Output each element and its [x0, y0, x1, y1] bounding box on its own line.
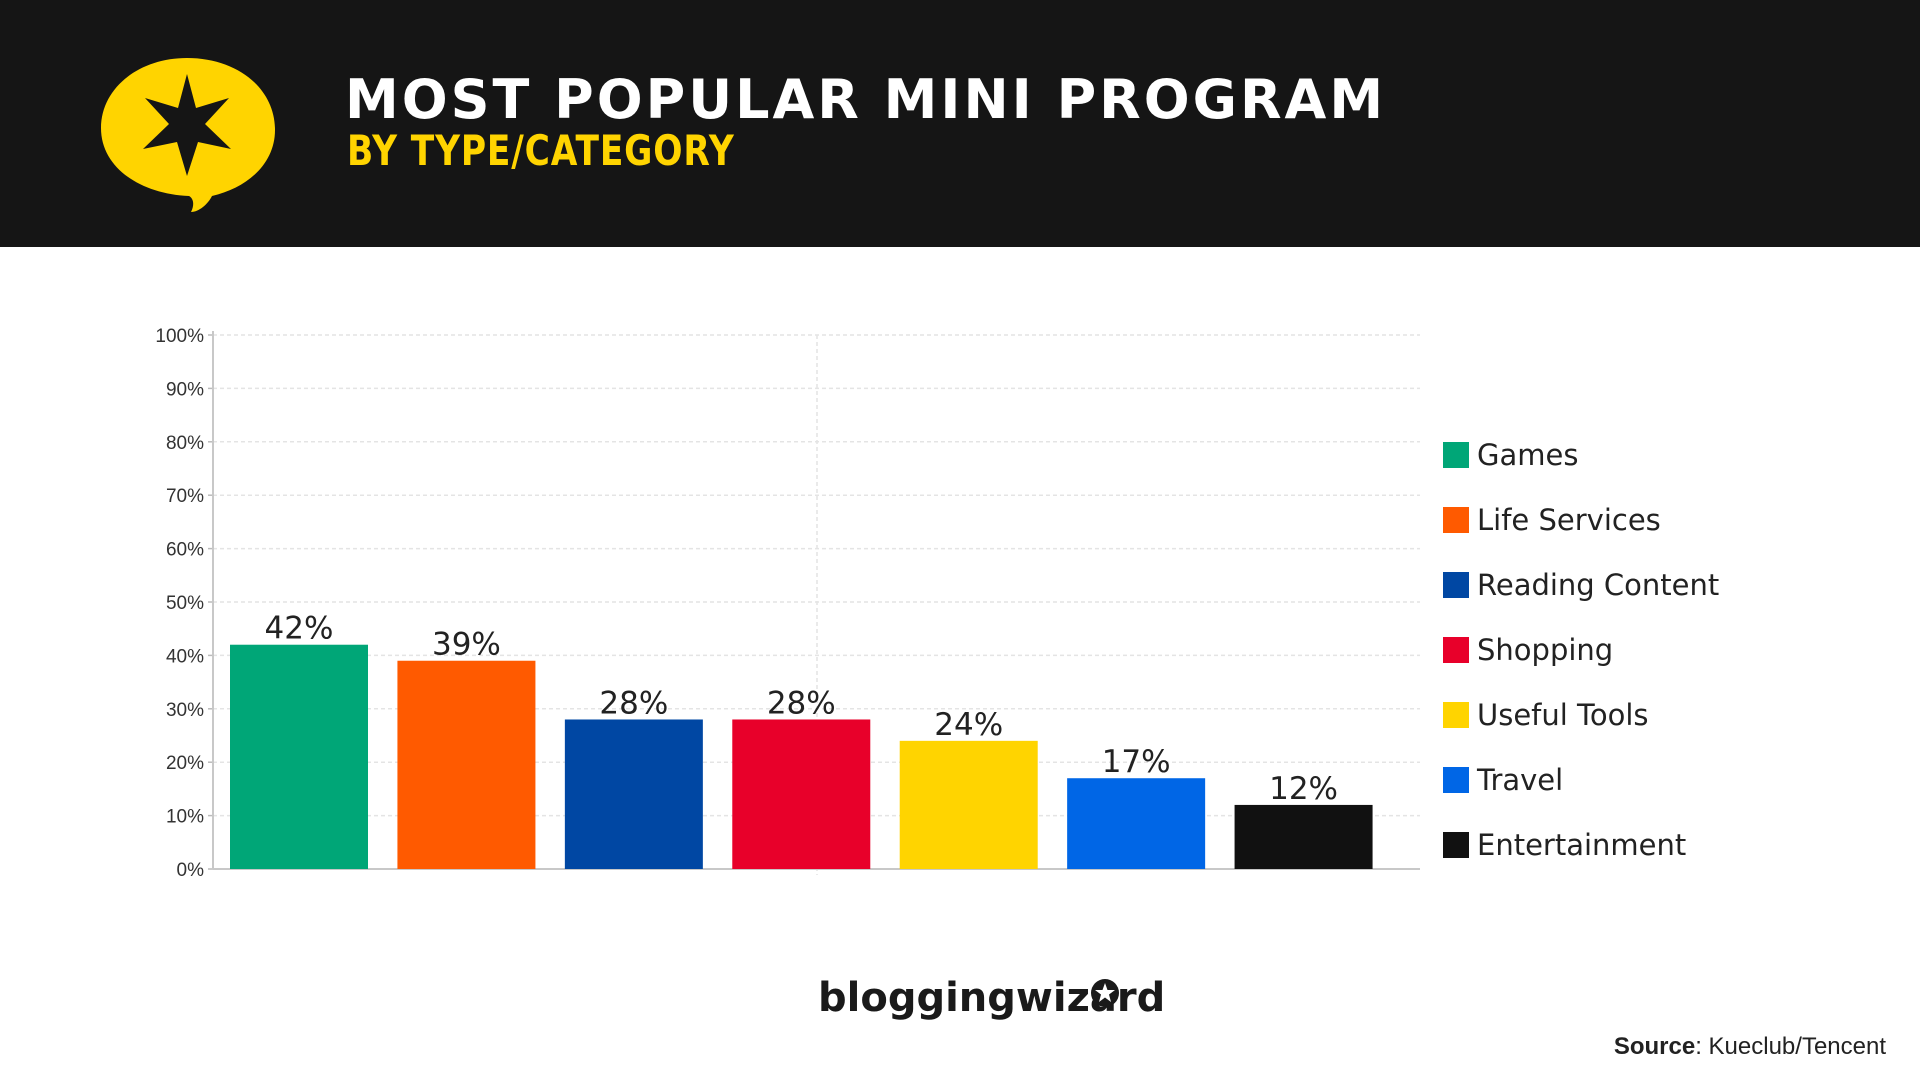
data-label: 24% — [934, 707, 1003, 743]
y-tick-label: 30% — [166, 700, 204, 721]
source-value: : Kueclub/Tencent — [1695, 1033, 1886, 1060]
source-note: Source: Kueclub/Tencent — [1614, 1033, 1886, 1061]
chart-legend: Games Life Services Reading Content Shoppin… — [1443, 422, 1719, 877]
legend-item: Shopping — [1443, 617, 1719, 682]
data-label: 17% — [1102, 744, 1171, 780]
legend-label: Shopping — [1477, 632, 1614, 667]
y-tick-label: 0% — [177, 860, 205, 881]
bar-life-services — [397, 660, 536, 869]
page-title: MOST POPULAR MINI PROGRAM — [345, 68, 1387, 131]
legend-label: Entertainment — [1477, 827, 1687, 862]
legend-item: Reading Content — [1443, 552, 1719, 617]
y-tick-label: 10% — [166, 807, 204, 828]
y-tick-label: 50% — [166, 593, 204, 614]
bar-games — [230, 644, 368, 869]
legend-swatch — [1443, 506, 1469, 533]
bar-useful-tools — [899, 740, 1038, 869]
data-label: 28% — [767, 685, 836, 721]
legend-swatch — [1443, 766, 1469, 793]
legend-label: Useful Tools — [1477, 697, 1649, 732]
y-tick-label: 100% — [155, 326, 204, 347]
data-label: 39% — [432, 627, 501, 663]
y-tick-label: 40% — [166, 646, 204, 667]
data-label: 42% — [265, 611, 334, 647]
bar-reading-content — [564, 719, 703, 869]
legend-swatch — [1443, 441, 1469, 468]
data-label: 12% — [1269, 771, 1338, 807]
y-tick-label: 90% — [166, 379, 204, 400]
y-tick-label: 20% — [166, 753, 204, 774]
source-label: Source — [1613, 1033, 1696, 1060]
legend-label: Life Services — [1477, 502, 1661, 537]
bar-entertainment — [1234, 804, 1373, 869]
header-banner: MOST POPULAR MINI PROGRAM BY TYPE/CATEGO… — [0, 0, 1920, 247]
legend-item: Useful Tools — [1443, 682, 1719, 747]
page-subtitle: BY TYPE/CATEGORY — [347, 126, 735, 175]
legend-swatch — [1443, 636, 1469, 663]
legend-swatch — [1443, 831, 1469, 858]
bar-travel — [1067, 778, 1206, 869]
legend-item: Travel — [1443, 747, 1719, 812]
legend-item: Games — [1443, 422, 1719, 487]
legend-label: Games — [1477, 437, 1579, 472]
brand-star-icon — [1091, 979, 1119, 1007]
legend-swatch — [1443, 571, 1469, 598]
legend-item: Entertainment — [1443, 812, 1719, 877]
data-label: 28% — [599, 685, 668, 721]
legend-swatch — [1443, 701, 1469, 728]
y-tick-label: 80% — [166, 433, 204, 454]
legend-label: Reading Content — [1477, 567, 1720, 602]
speech-bubble-star-icon — [101, 58, 275, 212]
bar-chart: 0% 10% 20% 30% 40% 50% 60% 70% 80% 90% 100% 42% 39% 2… — [155, 326, 1420, 881]
bar-shopping — [732, 719, 871, 869]
legend-label: Travel — [1477, 762, 1564, 797]
y-tick-label: 60% — [166, 540, 204, 561]
legend-item: Life Services — [1443, 487, 1719, 552]
y-tick-label: 70% — [166, 486, 204, 507]
